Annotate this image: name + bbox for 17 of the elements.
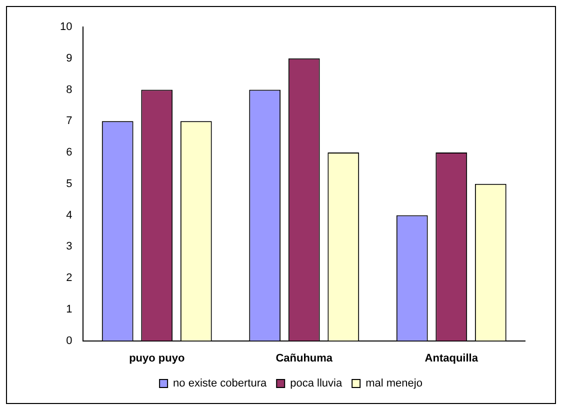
y-tick-label: 8 [66, 84, 72, 96]
legend-label: poca lluvia [290, 378, 343, 390]
y-tick-label: 2 [66, 272, 72, 284]
x-tick-label: Cañuhuma [276, 352, 334, 364]
y-tick-label: 4 [66, 209, 72, 222]
y-tick-label: 3 [66, 240, 72, 253]
y-tick-label: 9 [66, 52, 72, 64]
y-tick-label: 7 [66, 115, 72, 128]
x-tick-label: puyo puyo [129, 352, 185, 364]
x-tick-label: Antaquilla [424, 352, 479, 364]
legend-label: no existe cobertura [173, 378, 268, 390]
y-tick-label: 5 [66, 178, 72, 190]
y-tick-label: 0 [66, 334, 72, 347]
y-tick-label: 6 [66, 146, 72, 159]
y-tick-label: 1 [66, 303, 72, 316]
y-tick-label: 10 [60, 21, 72, 34]
legend-label: mal menejo [366, 378, 422, 390]
